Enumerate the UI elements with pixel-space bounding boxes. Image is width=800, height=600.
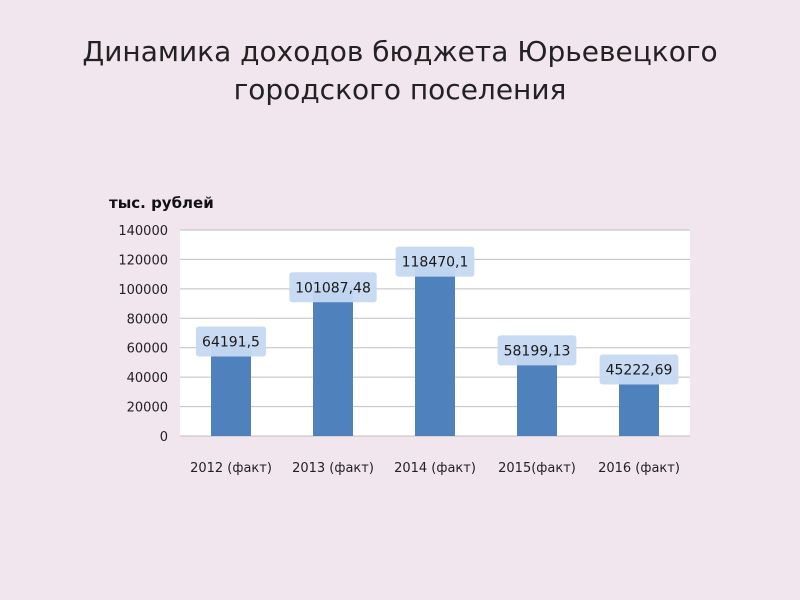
data-label-value: 64191,5 [202, 335, 260, 351]
x-category-label: 2013 (факт) [292, 461, 374, 476]
slide-title-line-1: Динамика доходов бюджета Юрьевецкого [82, 35, 718, 68]
slide-title-line-2: городского поселения [233, 73, 567, 106]
data-label-background [195, 326, 267, 357]
bar [415, 261, 455, 436]
bar [211, 341, 251, 436]
y-tick-label: 60000 [127, 342, 168, 357]
y-axis-ticks: 0 20000 40000 60000 80000 100000 120000 140000 [118, 224, 168, 445]
y-tick-label: 120000 [118, 253, 168, 268]
slide-title: Динамика доходов бюджета Юрьевецкого гор… [0, 33, 800, 109]
y-tick-label: 0 [160, 430, 168, 445]
y-axis-unit-label: тыс. рублей [109, 194, 214, 212]
data-label: 64191,5 [195, 326, 267, 357]
data-label-background [395, 246, 475, 277]
data-label-value: 58199,13 [504, 343, 571, 359]
y-tick-label: 40000 [127, 371, 168, 386]
data-label-background [289, 272, 377, 303]
data-label-background [497, 335, 577, 366]
y-tick-label: 100000 [118, 283, 168, 298]
y-tick-label: 20000 [127, 401, 168, 416]
data-label-value: 45222,69 [606, 362, 673, 378]
data-label: 101087,48 [289, 272, 377, 303]
x-category-label: 2015(факт) [498, 461, 576, 476]
x-category-label: 2016 (факт) [598, 461, 680, 476]
data-label: 118470,1 [395, 246, 475, 277]
y-tick-label: 140000 [118, 224, 168, 239]
data-label-value: 118470,1 [402, 255, 469, 271]
y-tick-label: 80000 [127, 312, 168, 327]
data-label-value: 101087,48 [295, 280, 371, 296]
data-label: 45222,69 [599, 354, 679, 385]
x-category-label: 2012 (факт) [190, 461, 272, 476]
x-category-label: 2014 (факт) [394, 461, 476, 476]
data-label-background [599, 354, 679, 385]
bar [313, 287, 353, 436]
x-axis-ticks: 2012 (факт) 2013 (факт) 2014 (факт) 2015(фа… [190, 461, 680, 476]
data-label: 58199,13 [497, 335, 577, 366]
data-labels: 64191,5 101087,48 118470,1 58199,13 45222,69 [195, 246, 679, 385]
